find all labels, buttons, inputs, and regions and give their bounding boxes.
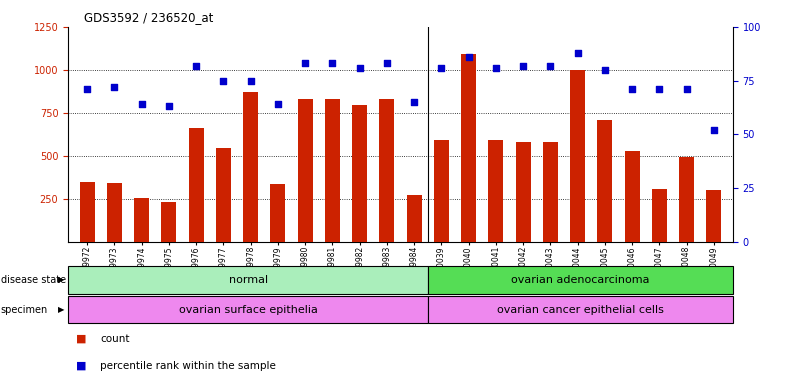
- Bar: [352, 105, 367, 242]
- Bar: [107, 184, 122, 242]
- Point: [517, 63, 529, 69]
- Point: [544, 63, 557, 69]
- Bar: [134, 198, 149, 242]
- Bar: [570, 70, 585, 242]
- Bar: [429, 296, 733, 323]
- Text: percentile rank within the sample: percentile rank within the sample: [100, 361, 276, 371]
- Text: ovarian surface epithelia: ovarian surface epithelia: [179, 305, 317, 314]
- Point: [108, 84, 121, 90]
- Bar: [189, 128, 203, 242]
- Bar: [543, 142, 557, 242]
- Bar: [380, 99, 394, 242]
- Point: [408, 99, 421, 105]
- Bar: [244, 92, 258, 242]
- Bar: [429, 266, 733, 294]
- Text: ■: ■: [76, 334, 87, 344]
- Bar: [461, 55, 476, 242]
- Text: count: count: [100, 334, 130, 344]
- Point: [217, 78, 230, 84]
- Text: GDS3592 / 236520_at: GDS3592 / 236520_at: [84, 12, 214, 25]
- Point: [707, 127, 720, 133]
- Text: specimen: specimen: [1, 305, 48, 314]
- Point: [163, 103, 175, 109]
- Point: [244, 78, 257, 84]
- Bar: [298, 99, 312, 242]
- Point: [435, 65, 448, 71]
- Point: [190, 63, 203, 69]
- Point: [489, 65, 502, 71]
- Text: ▶: ▶: [58, 275, 64, 285]
- Bar: [216, 148, 231, 242]
- Bar: [434, 141, 449, 242]
- Point: [653, 86, 666, 92]
- Bar: [271, 184, 285, 242]
- Bar: [706, 190, 722, 242]
- Text: normal: normal: [228, 275, 268, 285]
- Point: [680, 86, 693, 92]
- Point: [380, 60, 393, 66]
- Point: [326, 60, 339, 66]
- Text: ovarian cancer epithelial cells: ovarian cancer epithelial cells: [497, 305, 664, 314]
- Bar: [407, 195, 421, 242]
- Bar: [162, 202, 176, 242]
- Bar: [79, 182, 95, 242]
- Point: [81, 86, 94, 92]
- Bar: [625, 151, 639, 242]
- Text: disease state: disease state: [1, 275, 66, 285]
- Point: [353, 65, 366, 71]
- Bar: [598, 120, 612, 242]
- Text: ovarian adenocarcinoma: ovarian adenocarcinoma: [511, 275, 650, 285]
- Point: [462, 54, 475, 60]
- Text: ■: ■: [76, 361, 87, 371]
- Point: [135, 101, 148, 108]
- Bar: [652, 189, 667, 242]
- Bar: [679, 157, 694, 242]
- Point: [598, 67, 611, 73]
- Bar: [68, 266, 429, 294]
- Text: ▶: ▶: [58, 305, 64, 314]
- Bar: [68, 296, 429, 323]
- Bar: [325, 99, 340, 242]
- Point: [626, 86, 638, 92]
- Bar: [489, 141, 503, 242]
- Point: [571, 50, 584, 56]
- Point: [272, 101, 284, 108]
- Point: [299, 60, 312, 66]
- Bar: [516, 142, 530, 242]
